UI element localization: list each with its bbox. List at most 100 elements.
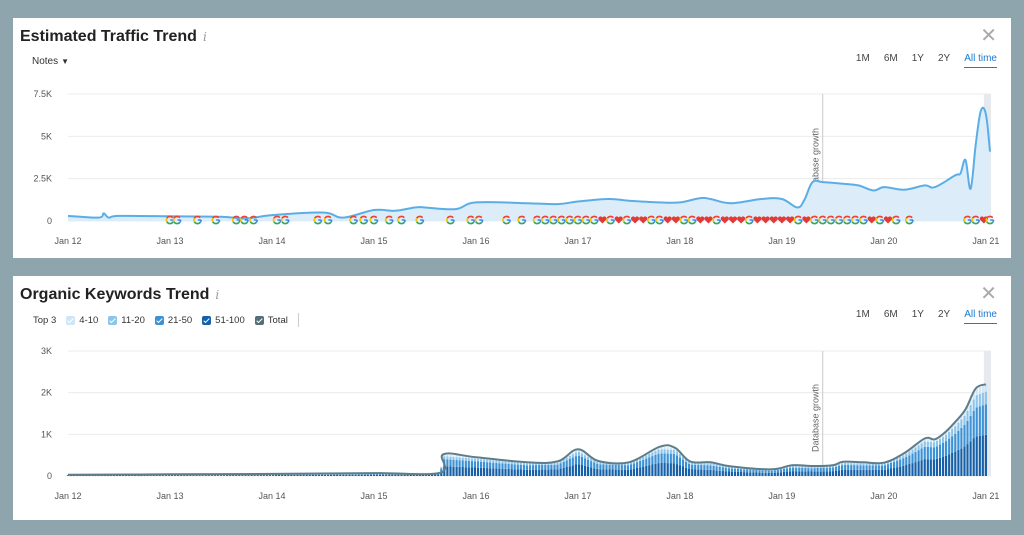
info-icon[interactable]: i: [215, 288, 220, 302]
google-update-icon[interactable]: [369, 215, 379, 225]
google-update-icon[interactable]: [712, 215, 722, 225]
google-update-icon[interactable]: [850, 215, 860, 225]
google-update-icon[interactable]: [606, 215, 615, 225]
google-icon-red-arc: [533, 215, 541, 219]
bar-segment-21-50: [972, 411, 975, 439]
info-icon[interactable]: i: [202, 30, 207, 44]
heart-note-icon[interactable]: [769, 216, 778, 224]
notes-dropdown[interactable]: Notes ▼: [32, 56, 69, 67]
heart-note-icon[interactable]: [883, 216, 893, 224]
heart-note-icon[interactable]: [737, 216, 746, 224]
google-update-icon[interactable]: [549, 215, 558, 225]
google-update-icon[interactable]: [573, 215, 583, 225]
google-update-icon[interactable]: [834, 215, 844, 225]
google-update-icon[interactable]: [963, 215, 972, 225]
heart-note-icon[interactable]: [614, 216, 623, 224]
bar-segment-11-20: [709, 463, 712, 466]
heart-note-icon[interactable]: [777, 216, 787, 224]
bar-segment-11-20: [562, 459, 565, 462]
heart-note-icon[interactable]: [753, 216, 762, 224]
tab-1y[interactable]: 1Y: [911, 53, 924, 64]
tab-1y[interactable]: 1Y: [911, 309, 924, 320]
google-update-icon[interactable]: [231, 215, 241, 225]
google-update-icon[interactable]: [679, 215, 689, 225]
heart-note-icon[interactable]: [704, 216, 713, 224]
google-update-icon[interactable]: [211, 215, 221, 225]
heart-note-icon[interactable]: [785, 216, 795, 224]
google-update-icon[interactable]: [540, 215, 550, 225]
heart-note-icon[interactable]: [696, 216, 705, 224]
heart-note-icon[interactable]: [728, 216, 738, 224]
google-update-icon[interactable]: [646, 215, 656, 225]
google-update-icon[interactable]: [622, 215, 632, 225]
google-update-icon[interactable]: [971, 215, 981, 225]
google-update-icon[interactable]: [687, 215, 697, 225]
google-update-icon[interactable]: [565, 215, 575, 225]
google-update-icon[interactable]: [466, 215, 476, 225]
bar-segment-51-100: [437, 474, 440, 476]
legend-item-4-10[interactable]: 4-10: [66, 315, 98, 326]
bar-segment-11-20: [596, 461, 599, 464]
google-update-icon[interactable]: [557, 215, 567, 225]
tab-1m[interactable]: 1M: [855, 53, 870, 64]
close-icon[interactable]: ✕: [980, 25, 997, 47]
google-update-icon[interactable]: [875, 215, 885, 225]
google-update-icon[interactable]: [446, 215, 455, 225]
google-update-icon[interactable]: [532, 215, 542, 225]
google-update-icon[interactable]: [502, 215, 511, 225]
google-update-icon[interactable]: [272, 215, 282, 225]
heart-note-icon[interactable]: [630, 216, 640, 224]
google-update-icon[interactable]: [818, 215, 828, 225]
google-update-icon[interactable]: [280, 215, 290, 225]
google-update-icon[interactable]: [744, 215, 754, 225]
legend-item-top-3[interactable]: Top 3: [33, 315, 56, 326]
google-update-icon[interactable]: [249, 215, 259, 225]
google-update-icon[interactable]: [474, 215, 484, 225]
google-update-icon[interactable]: [517, 215, 527, 225]
google-update-icon[interactable]: [905, 215, 914, 225]
google-update-icon[interactable]: [384, 215, 394, 225]
heart-note-icon[interactable]: [802, 216, 811, 224]
google-update-icon[interactable]: [415, 215, 425, 225]
google-update-icon[interactable]: [826, 215, 836, 225]
tab-2y[interactable]: 2Y: [937, 309, 951, 320]
google-update-icon[interactable]: [891, 215, 901, 225]
heart-note-icon[interactable]: [671, 216, 680, 224]
legend-item-21-50[interactable]: 21-50: [154, 315, 192, 326]
google-update-icon[interactable]: [842, 215, 852, 225]
legend-item-51-100[interactable]: 51-100: [202, 315, 245, 326]
tab-6m[interactable]: 6M: [883, 53, 898, 64]
heart-note-icon[interactable]: [761, 216, 770, 224]
heart-note-icon[interactable]: [720, 216, 729, 224]
google-update-icon[interactable]: [793, 215, 803, 225]
tab-6m[interactable]: 6M: [883, 309, 898, 320]
heart-note-icon[interactable]: [867, 216, 876, 224]
legend-item-total[interactable]: Total: [254, 315, 288, 326]
tab-all-time[interactable]: All time: [964, 53, 997, 68]
google-update-icon[interactable]: [193, 215, 202, 225]
google-update-icon[interactable]: [589, 215, 599, 225]
google-update-icon[interactable]: [985, 215, 995, 225]
tab-1m[interactable]: 1M: [855, 309, 870, 320]
google-update-icon[interactable]: [655, 215, 664, 225]
heart-note-icon[interactable]: [639, 216, 648, 224]
google-update-icon[interactable]: [859, 215, 868, 225]
google-update-icon[interactable]: [359, 215, 369, 225]
tab-all-time[interactable]: All time: [964, 309, 997, 324]
legend-item-11-20[interactable]: 11-20: [108, 315, 145, 326]
tab-2y[interactable]: 2Y: [937, 53, 951, 64]
google-update-icon[interactable]: [172, 215, 182, 225]
google-update-icon[interactable]: [313, 215, 323, 225]
google-update-icon[interactable]: [581, 215, 591, 225]
bar-segment-51-100: [580, 465, 584, 476]
google-update-icon[interactable]: [349, 215, 358, 225]
google-update-icon[interactable]: [323, 215, 333, 225]
heart-note-icon[interactable]: [598, 216, 607, 224]
close-icon[interactable]: ✕: [980, 283, 997, 305]
google-update-icon[interactable]: [397, 215, 406, 225]
bar-segment-11-20: [911, 449, 914, 454]
google-update-icon[interactable]: [240, 215, 249, 225]
heart-note-icon[interactable]: [663, 216, 672, 224]
heart-note-icon[interactable]: [979, 216, 988, 224]
google-update-icon[interactable]: [810, 215, 819, 225]
